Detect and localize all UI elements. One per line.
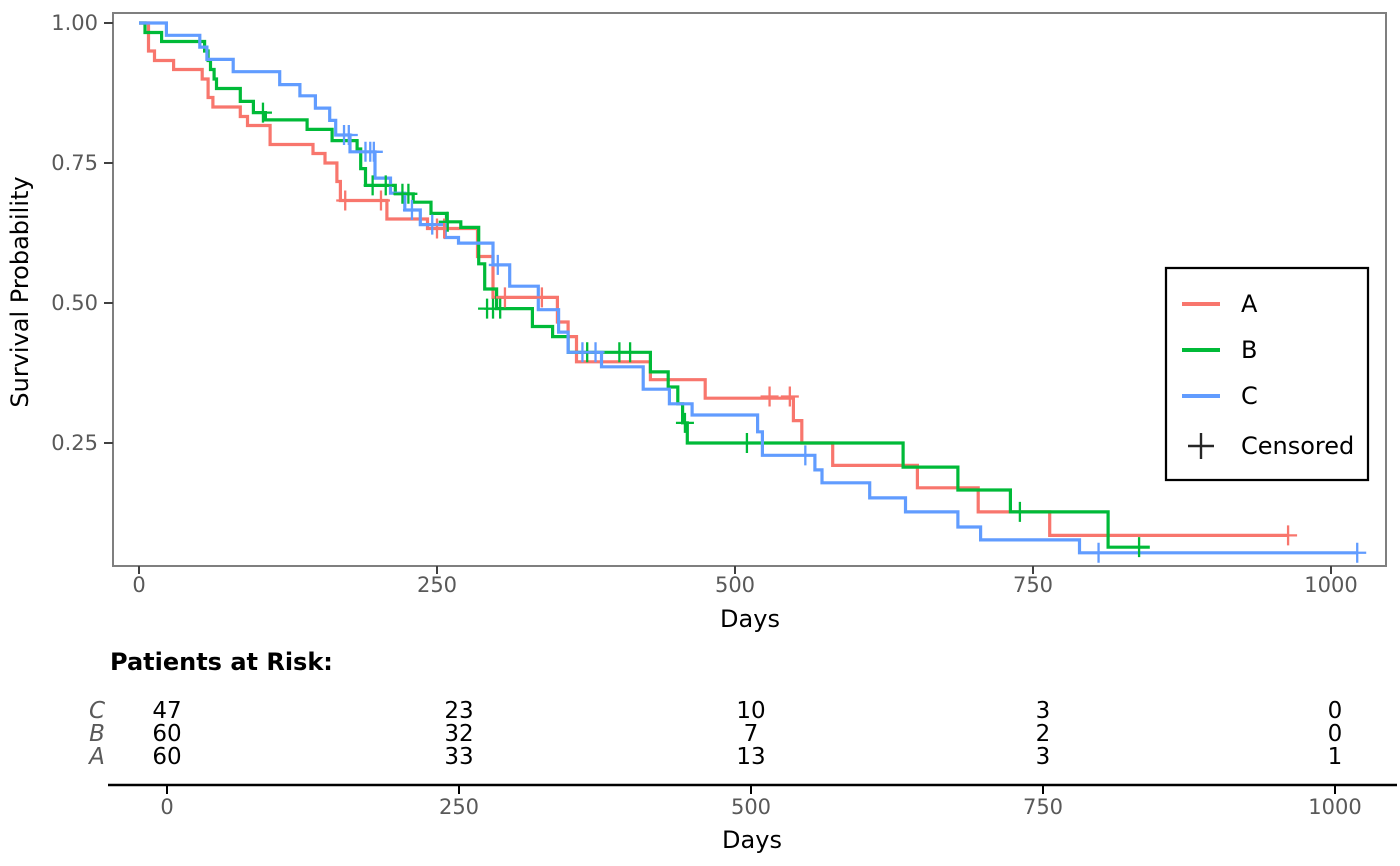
censor-mark-a bbox=[336, 190, 355, 211]
censor-mark-b bbox=[491, 298, 510, 319]
risk-value-c-750: 3 bbox=[1036, 698, 1051, 724]
censor-mark-b bbox=[376, 175, 395, 196]
risk-value-b-1000: 0 bbox=[1328, 721, 1343, 747]
censor-mark-b bbox=[253, 102, 272, 123]
censor-mark-c bbox=[364, 141, 383, 162]
censor-mark-b bbox=[438, 211, 457, 232]
censor-mark-b bbox=[399, 183, 418, 204]
risk-value-a-750: 3 bbox=[1036, 744, 1051, 770]
censor-mark-b bbox=[1130, 537, 1149, 558]
x-tick-label: 250 bbox=[417, 573, 457, 597]
censor-mark-b bbox=[621, 342, 640, 363]
risk-value-c-500: 10 bbox=[736, 698, 765, 724]
risk-row-label-b: B bbox=[89, 721, 105, 747]
censor-mark-a bbox=[495, 287, 514, 308]
risk-tick-label: 0 bbox=[160, 795, 173, 819]
risk-value-a-1000: 1 bbox=[1328, 744, 1343, 770]
x-tick-label: 500 bbox=[715, 573, 755, 597]
risk-value-a-0: 60 bbox=[152, 744, 181, 770]
censor-mark-b bbox=[1010, 501, 1029, 522]
censor-mark-b bbox=[737, 433, 756, 453]
censor-mark-c bbox=[1348, 542, 1367, 563]
x-tick-label: 1000 bbox=[1304, 573, 1357, 597]
risk-value-c-1000: 0 bbox=[1328, 698, 1343, 724]
plot-panel-border bbox=[112, 12, 1387, 567]
y-tick-label: 0.25 bbox=[51, 431, 98, 455]
risk-tick-label: 500 bbox=[731, 795, 771, 819]
x-tick-label: 750 bbox=[1013, 573, 1053, 597]
censor-mark-c bbox=[339, 125, 358, 145]
x-axis-ticks: 0 250 500 750 1000 bbox=[132, 566, 1358, 597]
risk-value-c-0: 47 bbox=[152, 698, 181, 724]
legend-censored-plus-icon bbox=[1188, 433, 1214, 459]
legend-label-censored: Censored bbox=[1241, 432, 1354, 460]
risk-value-b-250: 32 bbox=[444, 721, 473, 747]
y-tick-label: 0.50 bbox=[51, 291, 98, 315]
censor-mark-c bbox=[586, 342, 605, 363]
y-axis-ticks: 1.00 0.75 0.50 0.25 bbox=[51, 11, 113, 455]
censor-mark-c bbox=[796, 445, 815, 466]
censor-mark-c bbox=[488, 254, 507, 275]
censor-mark-c bbox=[1089, 542, 1108, 563]
survival-curve-a bbox=[139, 21, 1289, 537]
risk-row-label-c: C bbox=[89, 698, 105, 724]
legend: A B C Censored bbox=[1164, 266, 1370, 482]
risk-value-b-500: 7 bbox=[744, 721, 759, 747]
y-tick-label: 1.00 bbox=[51, 11, 98, 35]
risk-value-c-250: 23 bbox=[444, 698, 473, 724]
risk-table-rows: C 47 23 10 3 0 B 60 32 7 2 0 A 60 33 13 3 1 bbox=[87, 698, 1342, 770]
censor-mark-a bbox=[780, 386, 799, 407]
censor-mark-a bbox=[371, 190, 390, 211]
censor-mark-b bbox=[675, 412, 694, 433]
risk-value-a-500: 13 bbox=[736, 744, 765, 770]
censor-mark-a bbox=[1279, 525, 1298, 546]
risk-value-b-0: 60 bbox=[152, 721, 181, 747]
risk-axis-ticks: 0 250 500 750 1000 bbox=[160, 785, 1362, 819]
censor-mark-c bbox=[423, 214, 442, 235]
risk-axis-title: Days bbox=[722, 826, 782, 854]
risk-table-title: Patients at Risk: bbox=[110, 648, 333, 676]
risk-row-label-a: A bbox=[87, 744, 105, 770]
censor-mark-a bbox=[760, 386, 779, 407]
risk-value-a-250: 33 bbox=[444, 744, 473, 770]
legend-label-b: B bbox=[1241, 336, 1257, 364]
survival-curve-b bbox=[139, 21, 1150, 549]
risk-tick-label: 1000 bbox=[1308, 795, 1361, 819]
legend-label-a: A bbox=[1241, 290, 1258, 318]
legend-label-c: C bbox=[1241, 382, 1258, 410]
risk-table: Patients at Risk: C 47 23 10 3 0B 60 32 7 2 0A 60 33… bbox=[87, 648, 1397, 854]
x-axis-title: Days bbox=[720, 605, 780, 633]
y-tick-label: 0.75 bbox=[51, 151, 98, 175]
y-axis-title: Survival Probability bbox=[6, 176, 34, 407]
x-tick-label: 0 bbox=[132, 573, 145, 597]
censor-marks bbox=[253, 102, 1367, 563]
censor-mark-a bbox=[532, 287, 551, 308]
censor-mark-c bbox=[402, 200, 421, 221]
risk-value-b-750: 2 bbox=[1036, 721, 1051, 747]
risk-tick-label: 250 bbox=[439, 795, 479, 819]
risk-tick-label: 750 bbox=[1023, 795, 1063, 819]
